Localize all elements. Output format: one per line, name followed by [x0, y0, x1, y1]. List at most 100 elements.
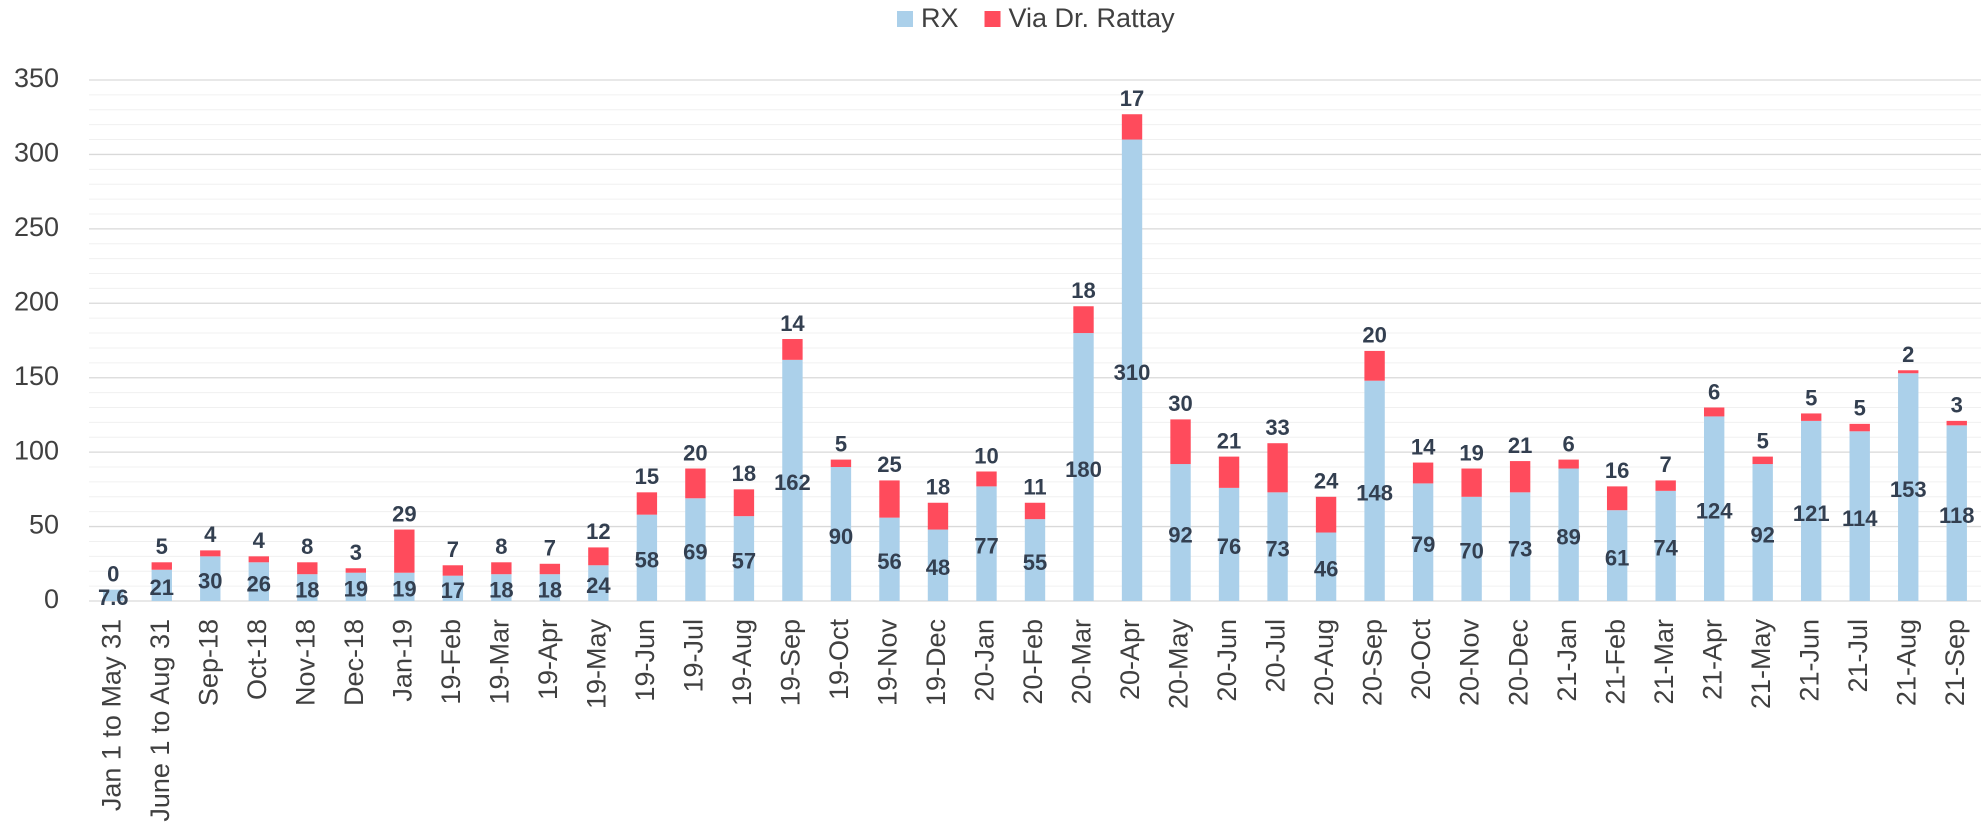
data-label: 114	[1842, 506, 1878, 531]
y-tick-label: 300	[14, 138, 59, 168]
bar-segment	[1364, 380, 1385, 601]
x-tick-label: 21-Sep	[1940, 619, 1970, 706]
data-label: 18	[295, 577, 319, 602]
data-label: 19	[1459, 440, 1483, 465]
data-label: 310	[1114, 360, 1151, 385]
data-label: 90	[829, 524, 853, 549]
bar-segment	[297, 562, 318, 575]
x-tick-label: 19-Aug	[727, 619, 757, 706]
bar-segment	[491, 574, 512, 601]
bar-segment	[1121, 139, 1143, 602]
data-label: 55	[1023, 550, 1047, 575]
x-tick-label: 20-May	[1164, 619, 1194, 710]
data-label: 5	[156, 534, 168, 559]
bar-segment	[782, 339, 803, 360]
bar-segment	[103, 589, 124, 601]
data-label: 3	[350, 540, 362, 565]
bar-segment	[1898, 373, 1919, 601]
data-label: 14	[780, 311, 805, 336]
y-tick-label: 150	[14, 361, 59, 391]
bar-segment	[539, 574, 561, 601]
bar-segment	[636, 514, 658, 601]
data-label: 7	[544, 536, 556, 561]
bar-segment	[879, 480, 900, 518]
data-label: 76	[1217, 534, 1241, 559]
y-tick-label: 350	[14, 63, 59, 93]
bar-segment	[1509, 492, 1531, 601]
bar-segment	[1315, 496, 1337, 533]
x-tick-label: 20-Feb	[1018, 619, 1048, 705]
data-label: 162	[774, 470, 811, 495]
data-label: 20	[1362, 323, 1386, 348]
bar-segment	[1218, 456, 1240, 488]
bar-segment	[1558, 459, 1579, 469]
data-label: 5	[835, 431, 847, 456]
y-tick-label: 100	[14, 435, 59, 465]
bar-segment	[297, 574, 318, 601]
x-tick-label: Nov-18	[290, 619, 320, 706]
bar-segment	[200, 550, 221, 557]
legend-swatch	[897, 11, 913, 27]
x-tick-label: 21-May	[1746, 619, 1776, 710]
bar-segment	[1412, 483, 1434, 601]
data-label: 25	[877, 452, 901, 477]
bar-segment	[1606, 486, 1628, 511]
data-label: 8	[301, 534, 313, 559]
data-label: 30	[1168, 391, 1192, 416]
data-label: 46	[1314, 557, 1338, 582]
bar-segment	[345, 568, 367, 573]
bar-segment	[345, 572, 367, 601]
data-label: 153	[1890, 477, 1927, 502]
x-tick-label: 21-Feb	[1600, 619, 1630, 705]
data-label: 19	[344, 577, 368, 602]
data-label: 6	[1708, 379, 1720, 404]
data-label: 16	[1605, 458, 1629, 483]
bar-segment	[394, 529, 415, 573]
data-label: 26	[247, 571, 271, 596]
x-tick-label: 19-Mar	[484, 619, 514, 705]
bar-segment	[394, 572, 415, 601]
bar-segment	[1849, 431, 1870, 601]
data-label: 57	[732, 548, 756, 573]
bar-segment	[442, 565, 464, 576]
data-label: 21	[150, 575, 174, 600]
x-tick-label: 19-May	[582, 619, 612, 710]
bar-segment	[442, 575, 464, 601]
data-label: 124	[1696, 499, 1733, 524]
x-tick-label: 19-Feb	[436, 619, 466, 705]
bar-segment	[1073, 306, 1094, 334]
bar-segment	[588, 547, 609, 566]
bar-segment	[879, 517, 900, 601]
bar-segment	[1461, 496, 1482, 601]
x-tick-label: 19-Nov	[873, 619, 903, 707]
x-tick-label: 20-Jul	[1261, 619, 1291, 693]
data-label: 77	[974, 534, 998, 559]
data-label: 10	[974, 443, 998, 468]
data-label: 89	[1556, 525, 1580, 550]
bar-segment	[1170, 419, 1191, 465]
x-tick-label: 20-Jun	[1212, 619, 1242, 702]
bar-segment	[1655, 480, 1676, 491]
data-label: 5	[1757, 428, 1769, 453]
data-label: 148	[1356, 481, 1393, 506]
bar-segment	[733, 489, 755, 517]
x-tick-label: Sep-18	[193, 619, 223, 706]
data-label: 0	[107, 561, 119, 586]
bar-segment	[248, 556, 269, 563]
bar-segment	[1558, 468, 1579, 601]
bar-segment	[588, 565, 609, 601]
data-label: 5	[1805, 385, 1817, 410]
data-label: 121	[1793, 501, 1830, 526]
data-label: 24	[586, 573, 611, 598]
x-tick-label: Oct-18	[242, 619, 272, 700]
data-label: 20	[683, 440, 707, 465]
data-label: 74	[1653, 536, 1678, 561]
data-label: 21	[1508, 433, 1532, 458]
x-tick-label: 21-Aug	[1891, 619, 1921, 706]
x-tick-label: 20-Apr	[1115, 619, 1145, 700]
data-label: 29	[392, 501, 416, 526]
bar-segment	[1606, 510, 1628, 601]
data-label: 70	[1459, 539, 1483, 564]
x-tick-label: 21-Apr	[1697, 619, 1727, 700]
